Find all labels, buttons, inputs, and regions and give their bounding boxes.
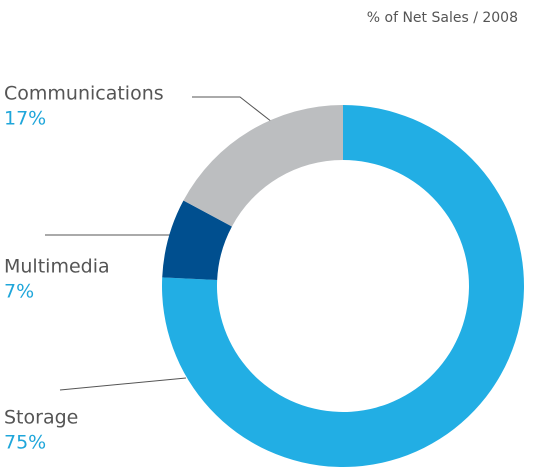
category-label: Storage — [4, 407, 78, 429]
leader-line — [59, 377, 187, 391]
donut-slice — [162, 200, 232, 281]
donut-slice — [162, 105, 525, 467]
value-label: 75% — [4, 432, 46, 454]
chart-title: % of Net Sales / 2008 — [367, 10, 518, 26]
value-label: 17% — [4, 108, 46, 130]
donut-slice — [183, 104, 343, 227]
category-label: Multimedia — [4, 256, 110, 278]
category-label: Communications — [4, 83, 164, 105]
leader-line — [192, 96, 273, 123]
value-label: 7% — [4, 281, 34, 303]
